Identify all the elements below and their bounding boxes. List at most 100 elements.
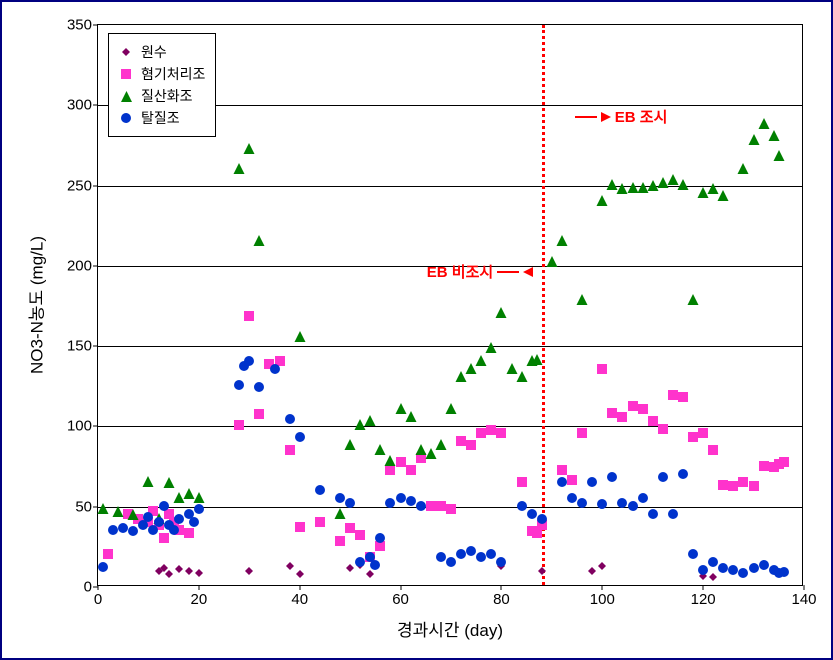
data-point: [98, 501, 109, 519]
data-point: [588, 562, 596, 580]
y-tick: [93, 25, 98, 26]
legend-item: 원수: [119, 42, 205, 62]
data-point: [658, 469, 668, 487]
data-point: [98, 559, 108, 577]
data-point: [648, 413, 658, 431]
data-point: [244, 353, 254, 371]
data-point: [406, 493, 416, 511]
data-point: [738, 474, 748, 492]
data-point: [405, 409, 416, 427]
data-point: [749, 560, 759, 578]
data-point: [698, 425, 708, 443]
data-point: [768, 128, 779, 146]
annotation: EB 비조시: [427, 261, 533, 282]
data-point: [254, 406, 264, 424]
data-point: [355, 554, 365, 572]
data-point: [355, 527, 365, 545]
data-point: [678, 389, 688, 407]
data-point: [628, 398, 638, 416]
data-point: [638, 490, 648, 508]
data-point: [556, 233, 567, 251]
data-point: [678, 466, 688, 484]
legend-item: 질산화조: [119, 86, 205, 106]
x-tick-label: 0: [94, 591, 102, 608]
data-point: [270, 361, 280, 379]
data-point: [175, 560, 183, 578]
data-point: [476, 549, 486, 567]
data-point: [118, 520, 128, 538]
data-point: [718, 477, 728, 495]
x-tick: [299, 585, 300, 590]
data-point: [658, 421, 668, 439]
data-point: [597, 496, 607, 514]
x-tick: [198, 585, 199, 590]
data-point: [538, 562, 546, 580]
data-point: [159, 498, 169, 516]
data-point: [254, 233, 265, 251]
data-point: [426, 498, 436, 516]
x-tick-label: 60: [392, 591, 409, 608]
data-point: [597, 361, 607, 379]
data-point: [245, 562, 253, 580]
legend-label: 탈질조: [141, 108, 180, 128]
plot-area: 050100150200250300350020406080100120140E…: [97, 24, 803, 586]
data-point: [638, 401, 648, 419]
data-point: [315, 482, 325, 500]
y-tick: [93, 426, 98, 427]
data-point: [335, 506, 346, 524]
data-point: [718, 560, 728, 578]
data-point: [370, 557, 380, 575]
x-tick-label: 140: [791, 591, 816, 608]
data-point: [617, 495, 627, 513]
data-point: [295, 429, 305, 447]
data-point: [748, 132, 759, 150]
data-point: [234, 161, 245, 179]
x-tick-label: 100: [590, 591, 615, 608]
data-point: [577, 292, 588, 310]
y-tick-label: 0: [84, 579, 92, 596]
y-tick-label: 350: [67, 17, 92, 34]
data-point: [234, 417, 244, 435]
data-point: [165, 565, 173, 583]
y-tick-label: 50: [75, 498, 92, 515]
data-point: [466, 437, 476, 455]
data-point: [294, 329, 305, 347]
data-point: [194, 501, 204, 519]
data-point: [759, 557, 769, 575]
data-point: [546, 254, 557, 272]
data-point: [375, 530, 385, 548]
data-point: [598, 557, 606, 575]
data-point: [577, 495, 587, 513]
data-point: [607, 405, 617, 423]
data-point: [496, 305, 507, 323]
data-point: [254, 379, 264, 397]
data-point: [531, 352, 542, 370]
triangle-icon: [119, 89, 133, 103]
data-point: [607, 469, 617, 487]
data-point: [708, 442, 718, 460]
data-point: [346, 559, 354, 577]
data-point: [385, 495, 395, 513]
data-point: [486, 422, 496, 440]
data-point: [436, 549, 446, 567]
data-point: [486, 546, 496, 564]
data-point: [496, 425, 506, 443]
data-point: [295, 519, 305, 537]
data-point: [779, 454, 789, 472]
data-point: [567, 472, 577, 490]
data-point: [486, 340, 497, 358]
legend-label: 원수: [141, 42, 167, 62]
x-tick-label: 120: [691, 591, 716, 608]
y-tick: [93, 265, 98, 266]
data-point: [345, 520, 355, 538]
data-point: [416, 498, 426, 516]
data-point: [476, 425, 486, 443]
data-point: [345, 437, 356, 455]
data-point: [759, 458, 769, 476]
data-point: [597, 193, 608, 211]
data-point: [128, 523, 138, 541]
data-point: [567, 490, 577, 508]
reference-line: [542, 25, 545, 585]
y-tick-label: 250: [67, 177, 92, 194]
data-point: [749, 478, 759, 496]
